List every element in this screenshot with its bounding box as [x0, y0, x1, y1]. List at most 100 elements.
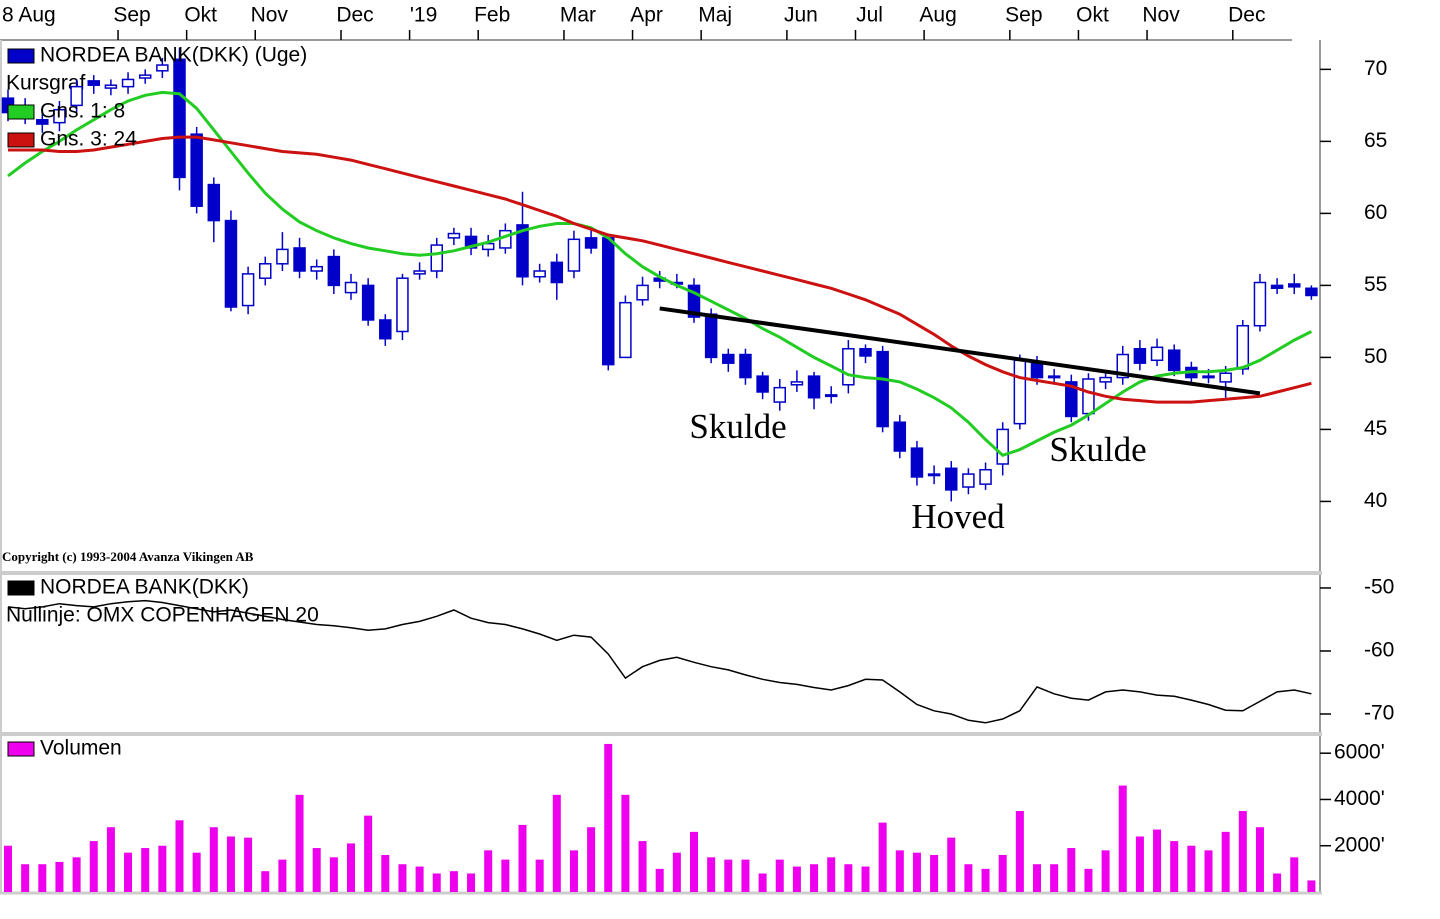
y-tick-label: 4000'	[1334, 787, 1385, 810]
candle-body	[87, 80, 100, 86]
candle-body	[842, 348, 855, 386]
x-tick-label: Jun	[784, 4, 818, 27]
volume-bar	[930, 854, 939, 892]
candle-body	[1030, 362, 1044, 379]
volume-bar	[655, 868, 664, 892]
candle-body	[344, 281, 358, 294]
x-tick-label: Nov	[1142, 4, 1180, 27]
volume-bar	[432, 873, 441, 892]
candle-body	[156, 64, 169, 72]
candle-body	[379, 319, 392, 340]
candle-body	[1013, 359, 1027, 425]
x-tick-label: Mar	[560, 4, 596, 27]
volume-bar	[1033, 864, 1041, 892]
candle-body	[173, 58, 186, 179]
x-tick-label: '19	[410, 4, 437, 27]
candle-body	[224, 219, 238, 308]
volume-bar	[1273, 873, 1282, 892]
candle-body	[704, 313, 718, 359]
candle-body	[1150, 346, 1164, 362]
volume-bar	[707, 857, 716, 892]
y-tick-label: 55	[1364, 273, 1387, 296]
annotation: Skulde	[689, 407, 786, 446]
candle-body	[584, 237, 598, 249]
candle-body	[927, 473, 941, 477]
volume-bar	[1255, 827, 1264, 892]
volume-bar	[124, 852, 133, 892]
volume-bar	[810, 864, 819, 892]
candle-body	[310, 265, 323, 272]
volume-bar	[535, 859, 544, 892]
legend-swatch	[7, 48, 35, 64]
moving-average	[7, 90, 1313, 458]
volume-bar	[141, 848, 150, 892]
candle-body	[790, 381, 804, 386]
candle-body	[739, 353, 752, 379]
volume-bar	[244, 837, 253, 892]
candle-body	[447, 232, 461, 239]
volume-bar	[484, 850, 493, 892]
volume-bar	[347, 843, 355, 892]
candle-body	[138, 74, 152, 79]
candle-body	[602, 237, 615, 366]
candle-body	[1167, 349, 1181, 372]
subtitle: Kursgraf	[6, 72, 86, 95]
candle-body	[859, 348, 872, 357]
legend-swatch	[7, 741, 35, 757]
y-tick-label: 40	[1364, 489, 1387, 512]
candle-body	[53, 108, 66, 124]
volume-bar	[295, 794, 304, 892]
volume-bar	[1170, 841, 1179, 892]
candle-body	[276, 248, 289, 265]
candle-body	[1202, 375, 1215, 379]
volume-bar	[518, 824, 527, 892]
candle-body	[293, 247, 306, 272]
candle-body	[876, 350, 889, 428]
y-tick-label: 65	[1364, 129, 1387, 152]
panel-divider	[0, 571, 1322, 575]
candle-body	[722, 353, 735, 364]
candle-body	[121, 78, 135, 88]
volume-bar	[329, 857, 338, 892]
candle-body	[241, 273, 255, 307]
candle-body	[1116, 353, 1129, 379]
candle-body	[996, 428, 1009, 465]
copyright: Copyright (c) 1993-2004 Avanza Vikingen …	[2, 549, 254, 564]
volume-bar	[964, 864, 973, 892]
volume-bar	[1118, 785, 1127, 892]
candle-body	[567, 238, 581, 272]
volume-bar	[175, 820, 184, 892]
candle-body	[327, 255, 341, 287]
volume-bar	[89, 841, 98, 892]
volume-bar	[1204, 850, 1213, 892]
candle-body	[533, 270, 546, 278]
volume-bar	[861, 866, 870, 892]
volume-bar	[690, 831, 698, 892]
candle-body	[1099, 376, 1112, 383]
volume-bar	[947, 837, 956, 892]
candle-body	[824, 394, 838, 398]
x-tick-label: 8 Aug	[2, 4, 56, 27]
legend-label: Gns. 1: 8	[40, 100, 125, 123]
volume-bar	[621, 794, 630, 892]
annotation: Hoved	[911, 497, 1005, 536]
candle-body	[104, 84, 118, 89]
legend-swatch	[7, 104, 35, 120]
volume-bar	[415, 866, 424, 892]
candle-body	[361, 284, 375, 321]
volume-bar	[672, 852, 681, 892]
volume-bar	[192, 852, 201, 892]
volume-bar	[1015, 811, 1024, 892]
x-tick-label: Okt	[1076, 4, 1109, 27]
volume-bar	[106, 827, 115, 892]
candle-body	[413, 270, 426, 275]
volume-bar	[226, 836, 235, 892]
volume-bar	[278, 859, 287, 892]
candle-body	[1288, 283, 1301, 288]
candle-body	[1133, 348, 1147, 364]
volume-bar	[1187, 845, 1196, 892]
volume-bar	[1084, 868, 1093, 892]
candle-body	[1065, 381, 1078, 418]
legend-swatch	[7, 132, 35, 148]
